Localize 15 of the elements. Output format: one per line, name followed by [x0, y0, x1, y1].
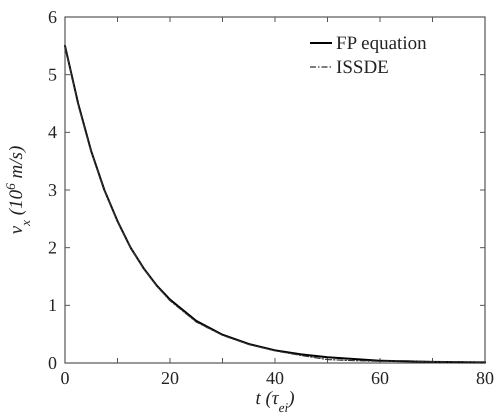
- y-tick-label: 4: [48, 122, 57, 142]
- legend-label: ISSDE: [336, 57, 389, 78]
- legend-label: FP equation: [336, 33, 428, 54]
- y-tick-label: 6: [48, 6, 57, 27]
- x-tick-label: 20: [161, 368, 179, 388]
- y-tick-label: 0: [48, 352, 57, 373]
- x-axis-title: t (τ$_{ei}$): [255, 388, 295, 414]
- x-tick-label: 40: [266, 368, 284, 388]
- x-tick-label: 60: [371, 368, 389, 388]
- x-tick-label: 0: [60, 368, 70, 388]
- y-tick-label: 1: [48, 295, 57, 316]
- y-tick-label: 5: [48, 64, 57, 84]
- y-tick-label: 3: [48, 180, 57, 200]
- x-tick-label: 80: [476, 368, 494, 388]
- y-tick-label: 2: [48, 237, 57, 258]
